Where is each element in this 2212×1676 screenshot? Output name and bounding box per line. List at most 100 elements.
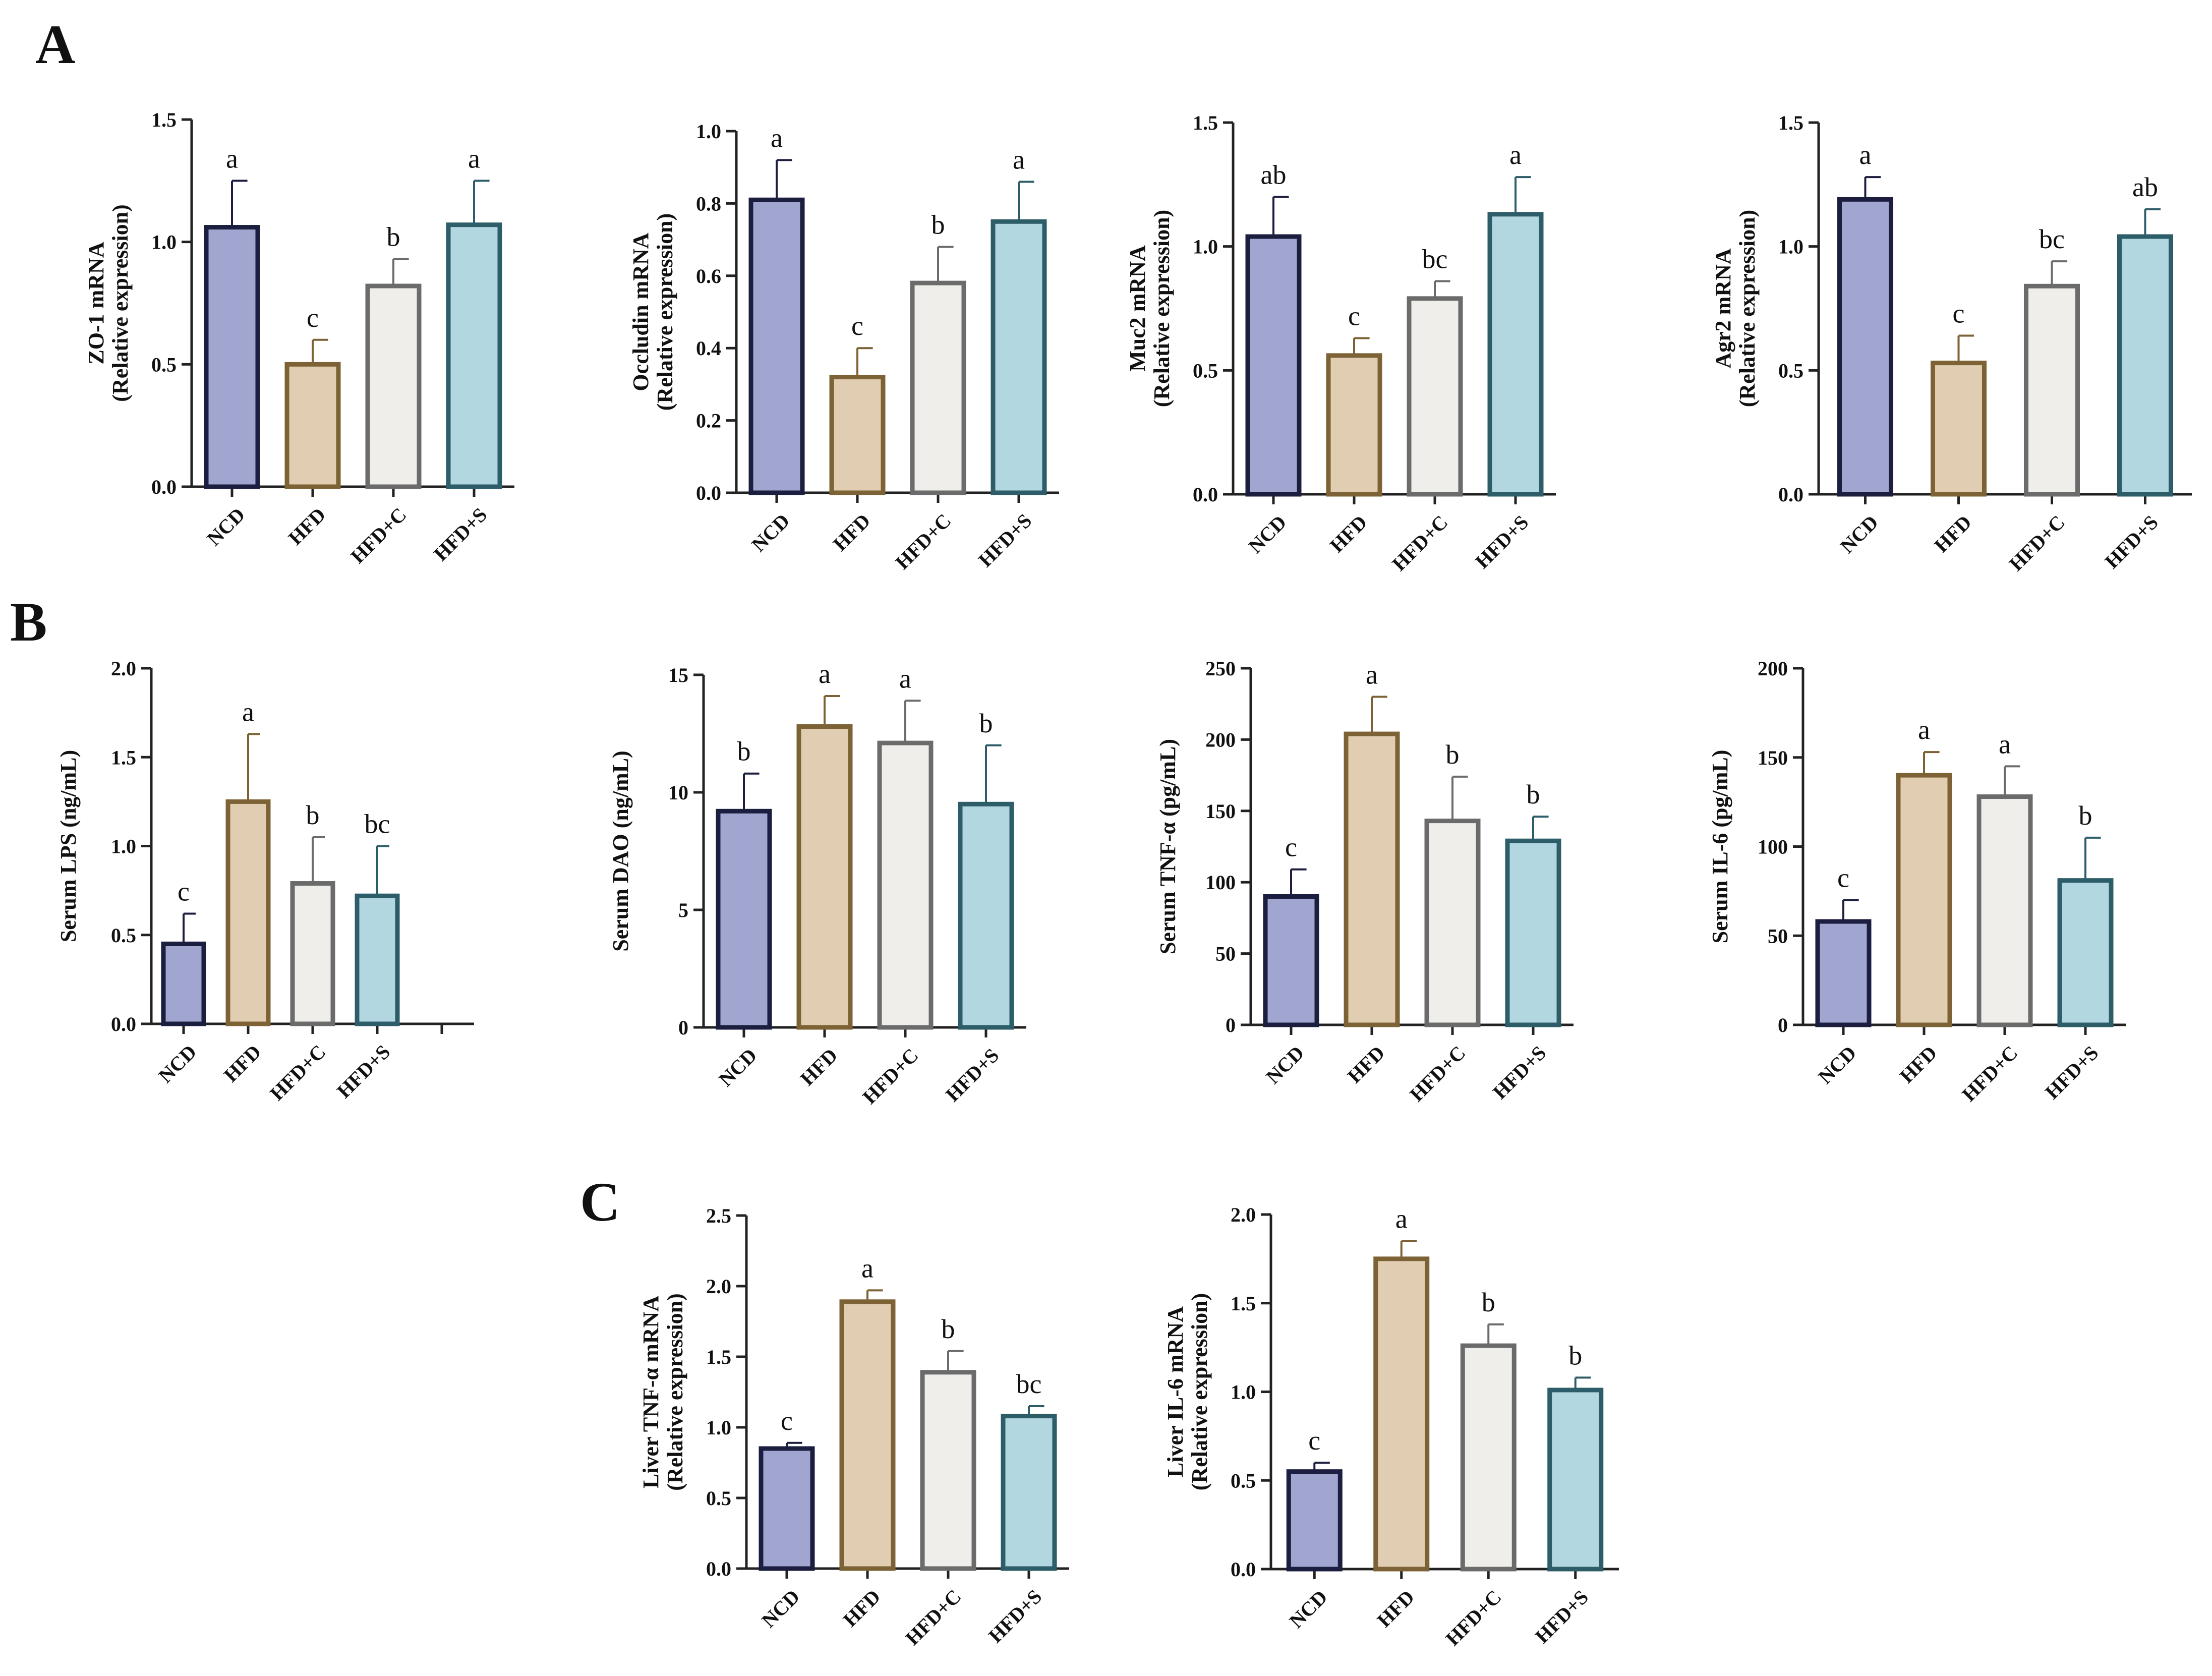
- y-tick-label: 0: [1226, 1014, 1236, 1036]
- significance-letter: a: [1999, 729, 2011, 759]
- x-tick-label: HFD+C: [346, 503, 411, 568]
- bar: [204, 225, 260, 489]
- x-tick-label: HFD+S: [941, 1044, 1003, 1106]
- bar: [1837, 197, 1893, 497]
- bar: [1326, 353, 1382, 497]
- significance-letter: a: [1013, 144, 1025, 175]
- y-tick-label: 100: [1758, 836, 1788, 858]
- y-axis-title: Liver IL-6 mRNA: [1163, 1306, 1188, 1477]
- y-tick-label: 2.0: [706, 1275, 731, 1298]
- y-tick-label: 1.0: [1193, 236, 1218, 258]
- significance-letter: a: [819, 659, 831, 689]
- y-tick-label: 1.5: [111, 746, 136, 769]
- bar: [446, 222, 502, 489]
- y-tick-label: 150: [1758, 746, 1788, 769]
- bar: [284, 362, 341, 489]
- y-tick-label: 100: [1205, 871, 1236, 894]
- significance-letter: c: [851, 311, 863, 341]
- bar: [1815, 919, 1872, 1027]
- significance-letter: bc: [365, 809, 390, 839]
- significance-letter: b: [1527, 779, 1540, 810]
- significance-letter: b: [1446, 739, 1460, 770]
- bar: [1373, 1256, 1430, 1572]
- y-axis-title-line2: (Relative expression): [1187, 1293, 1212, 1490]
- bar: [1505, 838, 1561, 1027]
- bar: [716, 808, 772, 1030]
- y-axis-title-line2: (Relative expression): [663, 1293, 687, 1490]
- x-tick-label: HFD: [839, 1585, 885, 1632]
- y-tick-label: 2.5: [706, 1204, 731, 1227]
- y-axis-title-line2: (Relative expression): [1735, 210, 1760, 407]
- x-tick-label: NCD: [202, 503, 249, 550]
- y-tick-label: 1.5: [1193, 111, 1218, 134]
- y-tick-label: 0.0: [151, 476, 177, 498]
- significance-letter: bc: [2039, 224, 2065, 254]
- y-tick-label: 2.0: [1231, 1203, 1256, 1226]
- y-tick-label: 1.0: [706, 1416, 731, 1439]
- significance-letter: c: [1953, 299, 1965, 329]
- significance-letter: a: [1509, 140, 1522, 170]
- y-tick-label: 0.6: [696, 265, 721, 287]
- x-tick-label: HFD+S: [2100, 511, 2162, 573]
- bar: [1001, 1414, 1057, 1571]
- y-tick-label: 1.0: [151, 231, 177, 254]
- significance-letter: a: [242, 697, 254, 727]
- significance-letter: a: [899, 663, 911, 693]
- bar: [1424, 819, 1481, 1027]
- bar: [1931, 361, 1987, 497]
- y-axis-title: Muc2 mRNA: [1125, 245, 1150, 372]
- chart-10: 0.0 0.5 1.0 1.5 2.0 Liver IL-6 mRNA (Relative …: [1163, 1203, 1619, 1650]
- y-axis-title: Serum DAO (ng/mL): [608, 750, 633, 951]
- chart-2: 0.0 0.2 0.4 0.6 0.8 1.0 Occludin mRNA (Relative…: [628, 120, 1059, 574]
- significance-letter: c: [1285, 832, 1297, 862]
- bar: [920, 1370, 976, 1571]
- y-tick-label: 1.0: [1231, 1381, 1256, 1404]
- y-tick-label: 0.8: [696, 192, 721, 215]
- x-tick-label: HFD+C: [901, 1585, 965, 1650]
- significance-letter: a: [1918, 715, 1930, 745]
- chart-4: 0.0 0.5 1.0 1.5 Agr2 mRNA (Relative expressio…: [1711, 111, 2192, 575]
- y-axis-title-line2: (Relative expression): [108, 204, 133, 401]
- y-tick-label: 2.0: [111, 657, 136, 680]
- significance-letter: a: [1366, 660, 1378, 690]
- significance-letter: c: [178, 876, 190, 906]
- bar: [839, 1299, 896, 1571]
- y-tick-label: 0: [1778, 1014, 1788, 1036]
- y-tick-label: 0.5: [706, 1487, 731, 1510]
- y-tick-label: 1.0: [1778, 236, 1803, 258]
- x-tick-label: NCD: [154, 1041, 201, 1087]
- y-tick-label: 0.0: [1231, 1558, 1256, 1581]
- significance-letter: b: [387, 222, 400, 252]
- x-tick-label: HFD: [1895, 1042, 1942, 1088]
- x-tick-label: NCD: [757, 1585, 804, 1632]
- x-tick-label: HFD: [219, 1041, 266, 1087]
- y-tick-label: 0.2: [696, 410, 721, 432]
- x-tick-label: HFD: [1930, 511, 1976, 557]
- y-tick-label: 1.5: [706, 1346, 731, 1368]
- x-tick-label: HFD+S: [429, 503, 491, 565]
- y-axis-title: Agr2 mRNA: [1711, 248, 1735, 369]
- y-tick-label: 1.5: [1778, 111, 1803, 134]
- x-tick-label: HFD+C: [1441, 1586, 1506, 1650]
- significance-letter: b: [737, 736, 751, 767]
- significance-letter: c: [1837, 863, 1849, 893]
- x-tick-label: NCD: [1261, 1042, 1308, 1088]
- significance-letter: b: [979, 708, 993, 738]
- chart-6: 0 5 10 15 Serum DAO (ng/mL) b NCD a HFD a HFD+C b HF…: [608, 659, 1026, 1109]
- bar: [2117, 234, 2173, 497]
- x-tick-label: NCD: [714, 1044, 761, 1091]
- significance-letter: b: [932, 209, 945, 240]
- bar: [1976, 794, 2033, 1027]
- x-tick-label: HFD+C: [265, 1041, 330, 1105]
- significance-letter: b: [1568, 1340, 1582, 1370]
- significance-letter: c: [1348, 301, 1360, 331]
- bar: [161, 941, 206, 1026]
- significance-letter: b: [306, 800, 320, 830]
- significance-letter: b: [1482, 1287, 1495, 1317]
- y-tick-label: 0.5: [151, 353, 177, 376]
- y-tick-label: 0.0: [1778, 483, 1803, 506]
- x-tick-label: HFD+S: [2041, 1042, 2103, 1104]
- bar: [991, 219, 1047, 495]
- y-tick-label: 0: [678, 1016, 688, 1039]
- x-tick-label: HFD: [796, 1044, 842, 1090]
